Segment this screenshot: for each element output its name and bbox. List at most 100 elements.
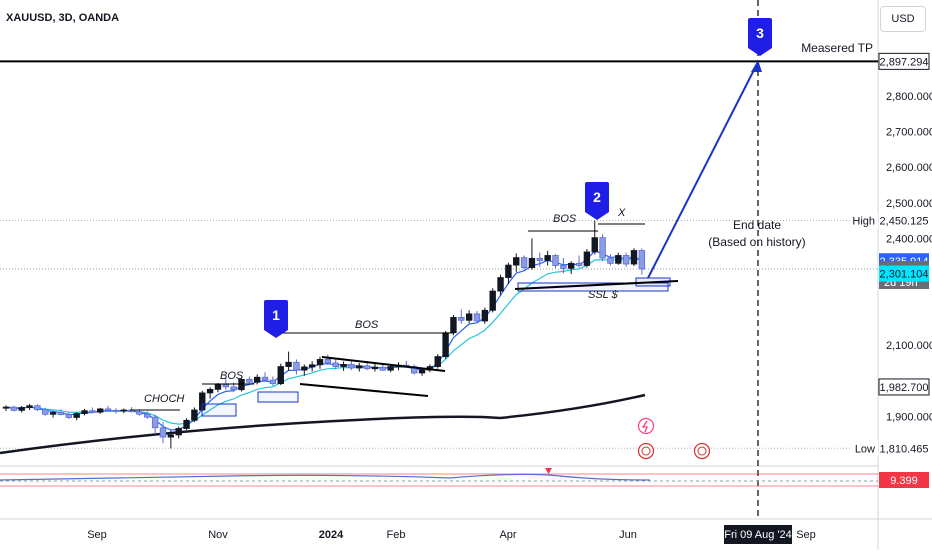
candle-body <box>371 366 379 370</box>
indicator-value-badge <box>879 472 929 488</box>
wave-3-badge-label: 3 <box>756 25 764 41</box>
time-tick-label: Jun <box>619 529 637 541</box>
target-tp-label: Measered TP <box>801 41 873 55</box>
candle-body <box>568 262 575 269</box>
candle-body <box>285 361 292 367</box>
candle-body <box>191 409 198 421</box>
price-label-text: 1,810.465 <box>880 443 929 455</box>
candle-body <box>450 317 457 334</box>
candle-body <box>513 257 520 266</box>
end-date-label: End date <box>733 218 781 232</box>
price-tick-label: 2,400.000 <box>886 233 932 245</box>
indicator-value-text: 9.399 <box>890 475 918 487</box>
candle-body <box>34 405 41 411</box>
candle-body <box>458 317 465 321</box>
ema-fast-line <box>5 250 643 431</box>
price-label-badge <box>879 265 929 282</box>
wave-2-badge-shape <box>585 182 609 220</box>
candle-body <box>277 366 284 385</box>
candle-body <box>144 413 151 418</box>
economic-event-icon-inner <box>697 446 707 456</box>
candle-body <box>18 407 25 411</box>
candle-body <box>183 419 190 429</box>
price-label-text: 2,450.125 <box>880 216 929 228</box>
candle-body <box>222 384 229 388</box>
economic-event-icon[interactable] <box>693 442 711 460</box>
flash-glyph-icon <box>641 420 648 433</box>
candle-body <box>151 416 159 429</box>
price-label-text: 2,897.294 <box>880 56 929 68</box>
wave-1-badge-label: 1 <box>272 307 280 323</box>
demand-zone-box <box>257 391 299 403</box>
candle-body <box>26 405 33 408</box>
candle-body <box>167 434 175 438</box>
time-tick-label: Nov <box>208 529 228 541</box>
candle-body <box>552 255 559 266</box>
candle-body <box>615 255 622 264</box>
time-marker-label: Fri 09 Aug '24 <box>724 529 792 541</box>
candle-body <box>206 388 214 394</box>
candle-body <box>528 257 536 268</box>
economic-event-icon[interactable] <box>637 442 655 460</box>
wave-2-badge-label: 2 <box>593 189 601 205</box>
candle-body <box>575 262 583 266</box>
bos-label: BOS <box>553 213 577 225</box>
ema-slow-line <box>0 393 646 455</box>
candle-body <box>49 412 57 415</box>
candle-body <box>214 384 222 390</box>
time-tick-label: Sep <box>87 529 107 541</box>
candle-body <box>536 257 543 261</box>
price-label-text: 1,982.700 <box>880 382 929 394</box>
wave-1-badge-shape <box>264 300 288 338</box>
bos-label: BOS <box>220 370 244 382</box>
currency-button[interactable]: USD <box>880 6 926 32</box>
price-tick-label: 2,600.000 <box>886 162 932 174</box>
candle-body <box>418 369 426 374</box>
demand-zone-box <box>201 403 237 417</box>
candle-body <box>10 406 18 411</box>
earnings-flash-icon[interactable] <box>637 417 655 435</box>
candle-body <box>387 366 394 371</box>
candle-body <box>340 364 347 367</box>
candle-body <box>159 427 167 438</box>
candle-body <box>481 309 489 322</box>
candle-body <box>379 366 386 371</box>
candle-body <box>230 386 237 391</box>
time-tick-label: 2024 <box>319 529 344 541</box>
candle-body <box>591 237 598 253</box>
candle-body <box>2 406 10 409</box>
candle-body <box>269 379 277 385</box>
candle-body <box>473 313 481 322</box>
candle-body <box>42 409 49 415</box>
price-tag-bg <box>852 212 878 229</box>
price-tag-label: Low <box>855 443 875 455</box>
candle-body <box>316 359 324 366</box>
price-tag-label: High <box>852 216 875 228</box>
price-tick-label: 2,100.000 <box>886 340 932 352</box>
wave-3-badge-shape <box>748 18 772 56</box>
candle-body <box>332 362 339 367</box>
candle-body <box>607 257 614 264</box>
x-label: X <box>617 207 626 219</box>
candle-body <box>261 376 269 381</box>
time-marker-badge <box>724 525 792 544</box>
candle-body <box>434 356 441 367</box>
bos-label: BOS <box>355 319 379 331</box>
symbol-title: XAUUSD, 3D, OANDA <box>6 12 119 24</box>
end-date-sub-label: (Based on history) <box>708 235 805 249</box>
indicator-line <box>0 473 651 481</box>
candle-body <box>308 364 316 368</box>
candle-body <box>65 414 72 418</box>
indicator-signal-marker <box>545 468 552 474</box>
candle-body <box>104 408 112 411</box>
candle-body <box>505 264 512 278</box>
candle-body <box>238 378 245 391</box>
candle-body <box>293 361 300 371</box>
ssl-trendline <box>514 280 679 290</box>
candle-body <box>89 410 96 413</box>
price-tick-label: 2,500.000 <box>886 198 932 210</box>
flag-upper-trendline <box>321 356 446 372</box>
economic-event-icon-inner <box>641 446 651 456</box>
